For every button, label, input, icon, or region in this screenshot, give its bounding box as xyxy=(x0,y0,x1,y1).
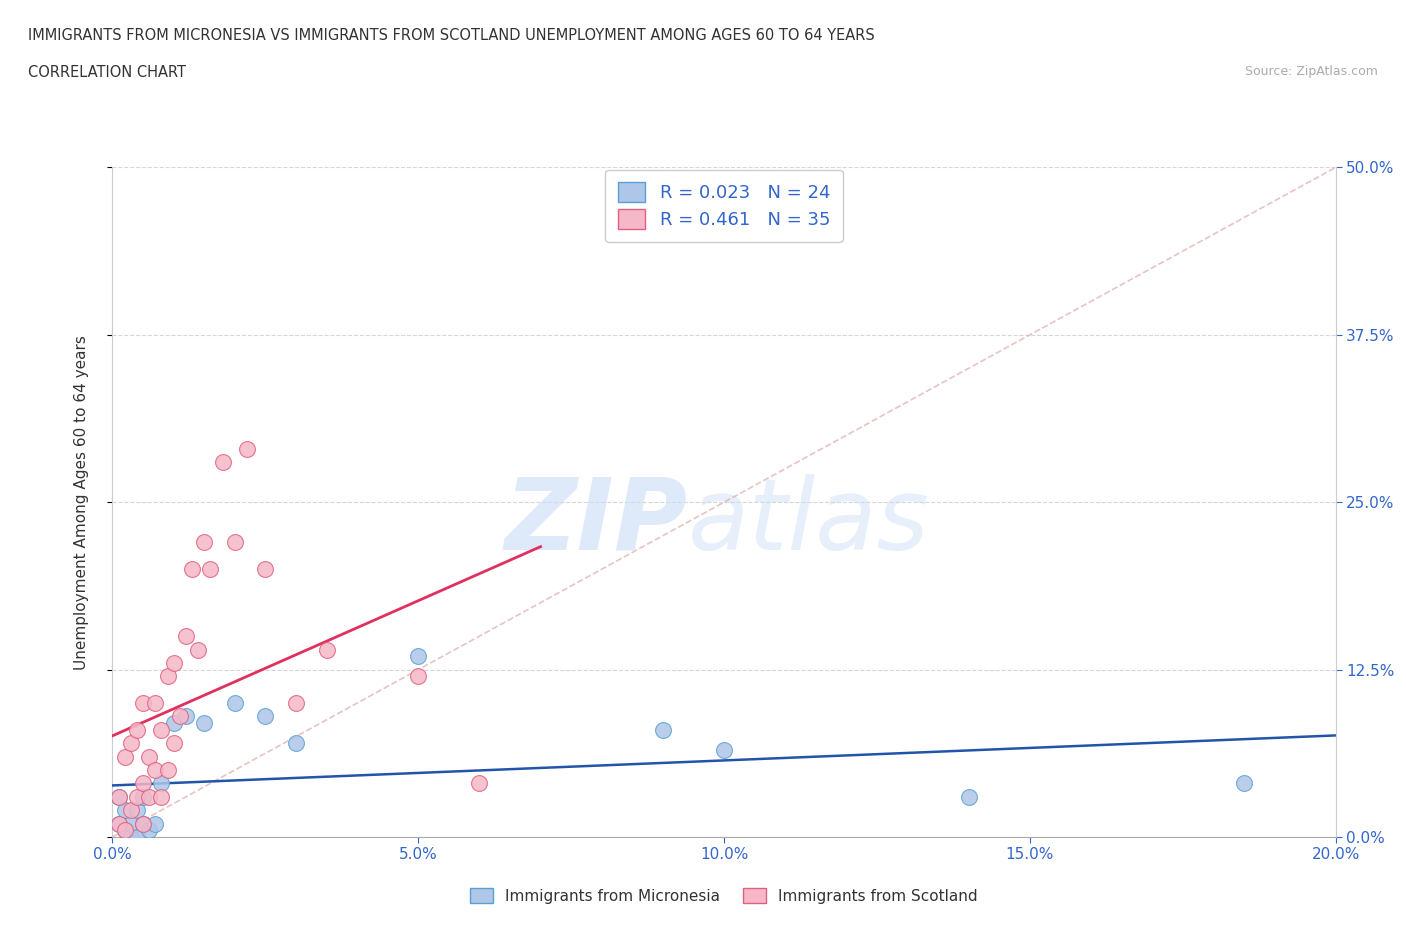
Point xyxy=(132,696,155,711)
Point xyxy=(132,776,155,790)
Point xyxy=(284,696,308,711)
Point xyxy=(132,817,155,831)
Point xyxy=(125,723,148,737)
Point xyxy=(114,823,136,838)
Point xyxy=(236,441,259,456)
Point xyxy=(713,742,735,757)
Point xyxy=(163,736,186,751)
Point xyxy=(120,817,142,831)
Point xyxy=(107,790,129,804)
Text: ZIP: ZIP xyxy=(505,473,688,571)
Point xyxy=(125,830,148,844)
Point xyxy=(138,750,160,764)
Point xyxy=(284,736,308,751)
Point xyxy=(181,562,204,577)
Point xyxy=(315,642,337,657)
Point xyxy=(254,709,277,724)
Point xyxy=(150,790,173,804)
Point xyxy=(193,535,215,550)
Point xyxy=(200,562,222,577)
Point xyxy=(143,696,166,711)
Point xyxy=(156,669,179,684)
Text: IMMIGRANTS FROM MICRONESIA VS IMMIGRANTS FROM SCOTLAND UNEMPLOYMENT AMONG AGES 6: IMMIGRANTS FROM MICRONESIA VS IMMIGRANTS… xyxy=(28,28,875,43)
Point xyxy=(125,790,148,804)
Legend: Immigrants from Micronesia, Immigrants from Scotland: Immigrants from Micronesia, Immigrants f… xyxy=(464,882,984,910)
Point xyxy=(120,803,142,817)
Point xyxy=(143,763,166,777)
Point xyxy=(143,817,166,831)
Point xyxy=(156,763,179,777)
Point xyxy=(224,535,246,550)
Text: CORRELATION CHART: CORRELATION CHART xyxy=(28,65,186,80)
Y-axis label: Unemployment Among Ages 60 to 64 years: Unemployment Among Ages 60 to 64 years xyxy=(75,335,89,670)
Point xyxy=(163,716,186,731)
Point xyxy=(150,723,173,737)
Point xyxy=(652,723,675,737)
Point xyxy=(114,823,136,838)
Point xyxy=(408,649,430,664)
Point xyxy=(132,817,155,831)
Point xyxy=(150,776,173,790)
Point xyxy=(107,817,129,831)
Point xyxy=(138,790,160,804)
Point xyxy=(120,830,142,844)
Point xyxy=(193,716,215,731)
Text: atlas: atlas xyxy=(688,473,929,571)
Point xyxy=(224,696,246,711)
Point xyxy=(125,803,148,817)
Point xyxy=(107,790,129,804)
Point xyxy=(174,629,197,644)
Point xyxy=(211,455,233,470)
Point xyxy=(163,656,186,671)
Point xyxy=(468,776,491,790)
Point xyxy=(169,709,191,724)
Point xyxy=(408,669,430,684)
Point xyxy=(174,709,197,724)
Point xyxy=(132,790,155,804)
Point xyxy=(114,750,136,764)
Point xyxy=(254,562,277,577)
Point xyxy=(107,817,129,831)
Text: Source: ZipAtlas.com: Source: ZipAtlas.com xyxy=(1244,65,1378,78)
Point xyxy=(957,790,980,804)
Point xyxy=(114,803,136,817)
Point xyxy=(120,736,142,751)
Point xyxy=(138,823,160,838)
Point xyxy=(1233,776,1256,790)
Point xyxy=(187,642,209,657)
